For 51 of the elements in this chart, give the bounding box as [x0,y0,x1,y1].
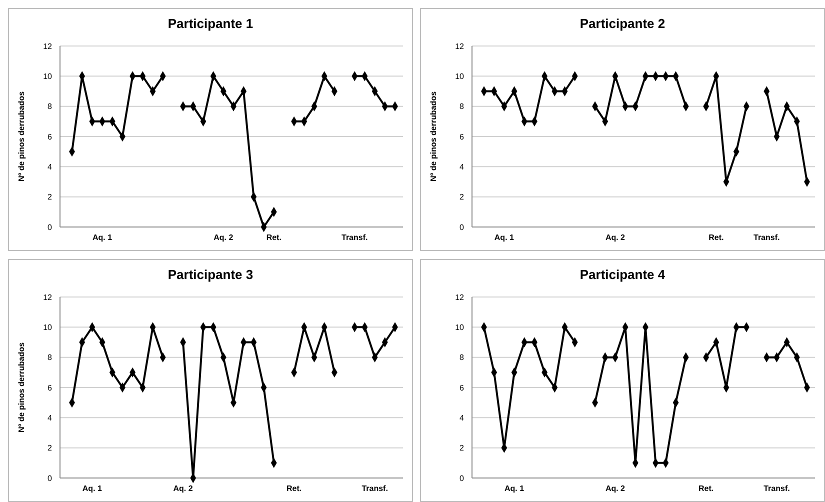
y-tick-label: 2 [48,192,53,202]
x-tick-label: Ret. [708,233,724,242]
y-tick-label: 12 [43,292,53,302]
y-tick-label: 4 [460,413,465,422]
x-tick-label: Aq. 2 [605,233,626,242]
y-tick-label: 0 [48,474,53,483]
y-tick-label: 8 [460,353,465,362]
x-tick-label: Transf. [764,484,790,493]
y-tick-label: 6 [460,383,465,392]
y-tick-label: 0 [48,222,53,232]
y-tick-label: 10 [455,322,465,332]
x-tick-label: Ret. [698,484,714,493]
chart-title: Participante 1 [168,16,254,31]
x-tick-label: Aq. 1 [494,233,515,242]
x-tick-label: Aq. 2 [214,233,234,242]
y-tick-label: 8 [48,102,53,112]
x-tick-label: Aq. 1 [504,484,525,493]
x-tick-label: Ret. [286,484,302,493]
y-axis-title: Nº de pinos derrubados [17,342,26,433]
y-tick-label: 10 [455,72,465,81]
y-tick-label: 10 [43,72,53,81]
y-tick-label: 4 [48,162,53,172]
chart-title: Participante 2 [580,16,666,31]
y-tick-label: 2 [48,444,53,453]
x-tick-label: Aq. 1 [92,233,113,242]
x-tick-label: Transf. [342,233,368,242]
y-tick-label: 0 [460,474,465,483]
y-tick-label: 4 [48,413,53,422]
y-tick-label: 2 [460,444,465,453]
y-axis-title: Nº de pinos derrubados [429,90,438,182]
y-tick-label: 0 [460,222,465,232]
y-tick-label: 2 [460,192,465,202]
x-tick-label: Aq. 2 [605,484,626,493]
x-tick-label: Aq. 2 [173,484,194,493]
y-tick-label: 12 [43,42,53,51]
y-tick-label: 12 [455,292,465,302]
y-tick-label: 6 [48,132,53,142]
chart-title: Participante 3 [168,267,254,282]
y-tick-label: 8 [460,102,465,112]
y-tick-label: 6 [460,132,465,142]
x-tick-label: Ret. [266,233,282,242]
x-tick-label: Transf. [362,484,388,493]
y-tick-label: 10 [43,322,53,332]
x-tick-label: Aq. 1 [82,484,103,493]
y-tick-label: 4 [460,162,465,172]
y-axis-title: Nº de pinos derrubados [17,90,26,182]
y-tick-label: 12 [455,42,465,51]
y-tick-label: 8 [48,353,53,362]
y-tick-label: 6 [48,383,53,392]
chart-title: Participante 4 [580,267,666,282]
x-tick-label: Transf. [754,233,780,242]
